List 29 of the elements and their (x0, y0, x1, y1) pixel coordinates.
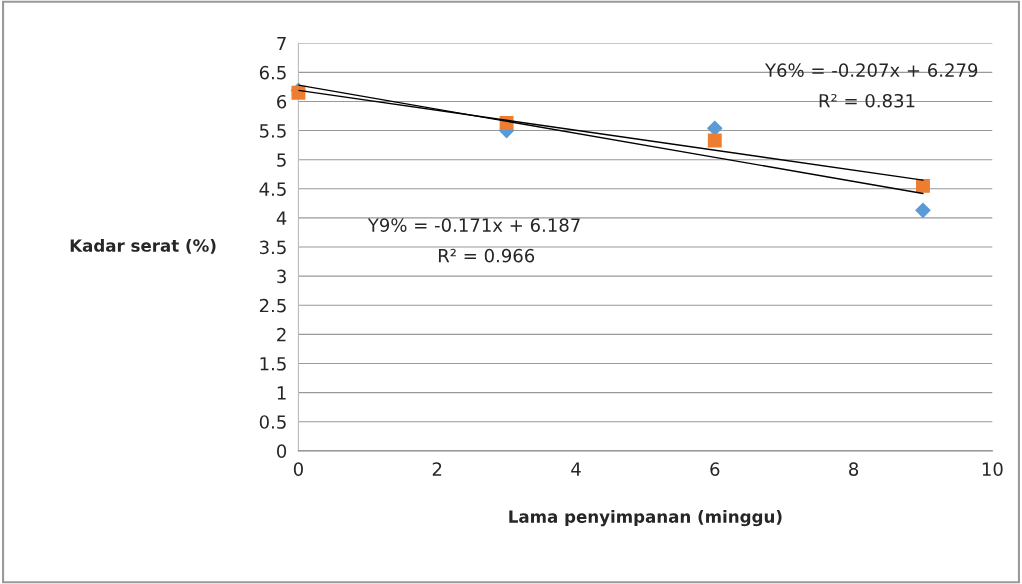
x-tick-label: 2 (432, 462, 442, 476)
y-tick-label: 4.5 (259, 182, 286, 196)
x-tick-label: 8 (849, 462, 859, 476)
y-tick-label: 2.5 (259, 298, 286, 313)
y-tick-label: 2 (277, 327, 286, 342)
y-tick-label: 1.5 (260, 357, 286, 371)
y-tick-label: 7 (277, 36, 286, 51)
annotation: Y6% = -0.207x + 6.279 R² = 0.831 (764, 63, 978, 108)
y-tick-label: 3.5 (259, 240, 286, 255)
x-axis-title: Lama penyimpanan (minggu) (509, 509, 782, 527)
x-tick-label: 0 (293, 462, 303, 476)
y-tick-label: 0.5 (259, 415, 286, 429)
annotation: Y9% = -0.171x + 6.187 R² = 0.966 (367, 218, 580, 263)
x-tick-label: 10 (982, 462, 1003, 476)
y-tick-label: 5.5 (259, 124, 286, 138)
point (707, 133, 722, 148)
y-tick-label: 6.5 (259, 65, 286, 80)
point (916, 178, 930, 193)
x-tick-label: 6 (710, 462, 720, 476)
y-tick-label: 5 (277, 153, 286, 167)
point (915, 202, 931, 218)
y-tick-label: 1 (277, 386, 286, 400)
x-tick-label: 4 (571, 462, 581, 476)
y-tick-label: 4 (276, 211, 287, 225)
y-tick-label: 3 (277, 269, 286, 284)
point (707, 120, 723, 136)
y-tick-label: 0 (277, 444, 287, 458)
y-tick-label: 6 (277, 94, 287, 109)
y-axis-title: Kadar serat (%) (70, 238, 216, 254)
